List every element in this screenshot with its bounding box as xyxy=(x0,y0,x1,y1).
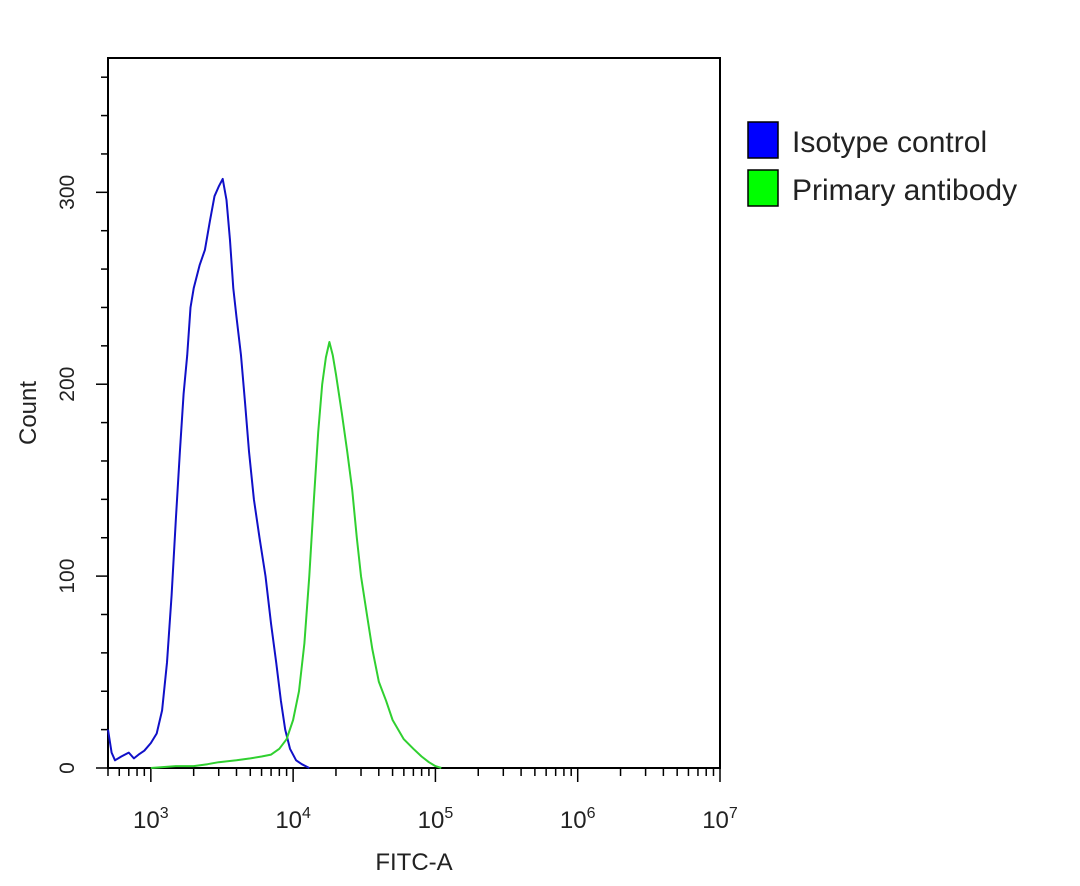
x-tick-label: 104 xyxy=(275,805,311,834)
y-tick-label: 0 xyxy=(56,762,79,774)
legend-label: Isotype control xyxy=(792,126,987,159)
y-axis: 0 100 200 300 xyxy=(56,76,108,774)
x-tick-label: 107 xyxy=(702,805,738,834)
plot-frame xyxy=(107,57,721,769)
series-line-isotype-control xyxy=(107,177,310,769)
x-tick-label: 103 xyxy=(133,805,169,834)
legend-label: Primary antibody xyxy=(792,174,1017,207)
series-layer xyxy=(107,177,442,769)
x-axis: 103 104 105 106 107 xyxy=(107,768,738,834)
legend: Isotype control Primary antibody xyxy=(747,121,1017,207)
y-tick-label: 200 xyxy=(56,367,79,402)
legend-swatch xyxy=(747,121,779,159)
series-line-primary-antibody xyxy=(150,341,442,769)
y-axis-label: Count xyxy=(15,381,42,445)
x-tick-label: 106 xyxy=(560,805,596,834)
x-tick-label: 105 xyxy=(418,805,454,834)
legend-swatch xyxy=(747,169,779,207)
x-axis-label: FITC-A xyxy=(375,849,452,876)
y-tick-label: 300 xyxy=(56,175,79,210)
y-tick-label: 100 xyxy=(56,559,79,594)
